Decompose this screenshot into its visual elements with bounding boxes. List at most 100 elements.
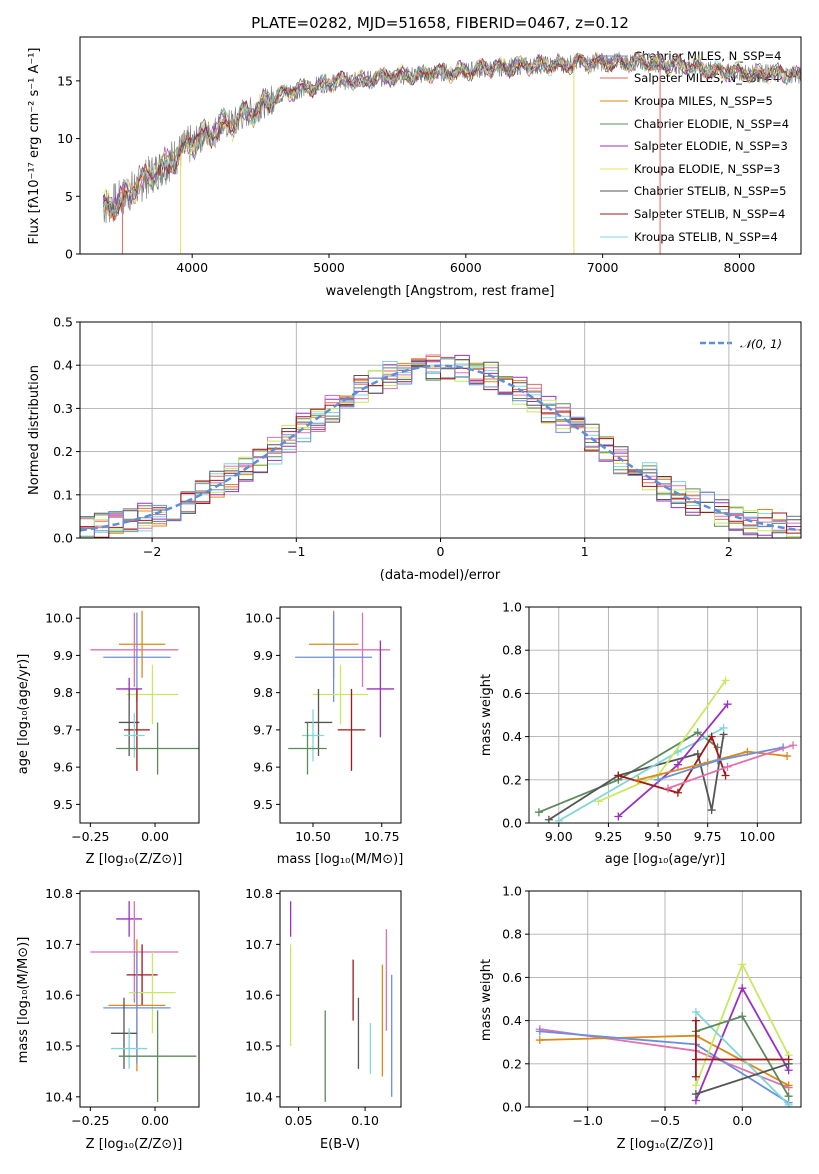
histograms: [80, 354, 801, 538]
y-tick-label: 0.8: [502, 927, 522, 942]
axes-frame: [79, 606, 200, 824]
x-axis-label: Z [log₁₀(Z/Z⊙)]: [86, 852, 183, 867]
y-tick-label: 0.0: [502, 1100, 522, 1115]
y-tick-label: 0.0: [502, 816, 522, 831]
y-tick-label: 10.7: [245, 937, 273, 952]
y-tick-label: 0.4: [502, 1013, 522, 1028]
axes-frame: [79, 321, 802, 539]
y-tick-label: 9.6: [253, 760, 273, 775]
data-point: [707, 732, 716, 741]
y-tick-label: 0.3: [53, 401, 73, 416]
data-point: [784, 1100, 793, 1107]
x-tick-label: −0.25: [71, 829, 109, 844]
data-point: [721, 676, 730, 685]
y-tick-label: 9.9: [53, 648, 73, 663]
chart-title: PLATE=0282, MJD=51658, FIBERID=0467, z=0…: [251, 14, 629, 32]
data-point: [691, 1016, 700, 1025]
data-point: [691, 1055, 700, 1064]
mass-vs-metallicity-panel: Z [log₁₀(Z/Z⊙)] mass [log₁₀(M/M⊙)] −0.25…: [16, 886, 200, 1152]
axes-frame: [279, 890, 402, 1108]
legend-entry: Chabrier MILES, N_SSP=4: [634, 49, 781, 63]
y-tick-label: 0.8: [502, 643, 522, 658]
data-point: [784, 1081, 793, 1090]
data-point: [691, 1090, 700, 1099]
x-tick-label: −2: [143, 544, 161, 559]
x-axis-label: Z [log₁₀(Z/Z⊙)]: [617, 1137, 714, 1152]
data-point: [554, 816, 563, 823]
y-tick-label: 9.7: [53, 722, 73, 737]
spectrum-panel: PLATE=0282, MJD=51658, FIBERID=0467, z=0…: [27, 14, 802, 299]
x-tick-label: 1: [581, 544, 589, 559]
x-tick-label: −0.5: [650, 1113, 680, 1128]
data-point: [707, 806, 716, 815]
series-line: [539, 1034, 790, 1087]
y-tick-label: 0.5: [53, 315, 73, 330]
model-spectrum: [102, 51, 801, 218]
axes-frame: [79, 36, 802, 255]
x-tick-label: 10.75: [364, 829, 400, 844]
y-tick-label: 9.8: [53, 685, 73, 700]
series-line: [695, 1062, 789, 1095]
y-tick-label: 0.4: [53, 358, 73, 373]
age-vs-mass-panel: mass [log₁₀(M/M⊙)] 10.50 10.75 9.5 9.6 9.7 9.…: [245, 606, 403, 867]
errorbars: [90, 610, 199, 775]
x-tick-label: −0.25: [71, 1113, 109, 1128]
axes-frame: [79, 890, 200, 1108]
x-tick-label: 5000: [313, 260, 345, 275]
series-line: [598, 679, 727, 803]
data-point: [738, 1012, 747, 1021]
data-point: [673, 788, 682, 797]
x-tick-label: 9.50: [644, 829, 672, 844]
data-point: [738, 984, 747, 993]
mass-vs-ebv-panel: E(B-V) 0.05 0.10 10.4 10.5 10.6 10.7 10.8: [245, 886, 402, 1152]
data-point: [654, 775, 663, 784]
data-point: [663, 784, 672, 793]
y-tick-label: 0.2: [502, 1056, 522, 1071]
series-line: [695, 1020, 789, 1077]
x-tick-label: 4000: [176, 260, 208, 275]
y-tick-label: 10.8: [45, 886, 73, 901]
y-axis-label: mass weight: [479, 959, 494, 1041]
x-tick-label: 0.05: [285, 1113, 313, 1128]
series-line: [695, 1011, 790, 1106]
legend-entry: 𝒩(0, 1): [740, 337, 782, 351]
data-point: [544, 815, 553, 823]
data-point: [713, 756, 722, 765]
y-tick-label: 9.9: [253, 648, 273, 663]
y-tick-label: 1.0: [502, 884, 522, 899]
series-line: [618, 734, 727, 794]
massweight-vs-metallicity-panel: Z [log₁₀(Z/Z⊙)] mass weight −1.0 −0.5 0.0 0…: [479, 884, 802, 1152]
legend-entry: Salpeter ELODIE, N_SSP=3: [634, 139, 788, 153]
x-axis-label: (data-model)/error: [380, 568, 501, 583]
x-tick-label: −1.0: [573, 1113, 603, 1128]
y-tick-label: 9.5: [53, 797, 73, 812]
data-point: [594, 797, 603, 806]
data-point: [691, 1072, 700, 1081]
legend-entry: Salpeter STELIB, N_SSP=4: [634, 207, 785, 221]
data-point: [783, 752, 792, 761]
y-tick-label: 0.4: [502, 729, 522, 744]
data-point: [535, 1027, 544, 1036]
massweight-vs-age-panel: age [log₁₀(age/yr)] mass weight 9.00 9.25…: [479, 600, 802, 867]
y-axis-label: age [log₁₀(age/yr)]: [16, 654, 31, 775]
x-tick-label: 6000: [450, 260, 482, 275]
y-axis-label: mass weight: [479, 674, 494, 756]
y-tick-label: 10.5: [45, 1039, 73, 1054]
legend-entry: Kroupa MILES, N_SSP=5: [634, 94, 773, 108]
data-point: [691, 1007, 700, 1016]
x-tick-label: 0.00: [141, 829, 169, 844]
y-tick-label: 10.6: [45, 988, 73, 1003]
y-axis-label: mass [log₁₀(M/M⊙)]: [16, 937, 31, 1064]
series-line: [538, 731, 719, 814]
y-tick-label: 10.4: [45, 1089, 73, 1104]
y-tick-label: 10.6: [245, 988, 273, 1003]
legend-entry: Kroupa STELIB, N_SSP=4: [634, 230, 778, 244]
residuals-panel: (data-model)/error Normed distribution 𝒩…: [27, 315, 802, 583]
data-point: [719, 723, 728, 732]
model-spectrum: [103, 51, 801, 217]
y-tick-label: 10.7: [45, 937, 73, 952]
series-line: [558, 727, 725, 822]
x-tick-label: 0.0: [732, 1113, 752, 1128]
y-tick-label: 10.0: [245, 611, 273, 626]
